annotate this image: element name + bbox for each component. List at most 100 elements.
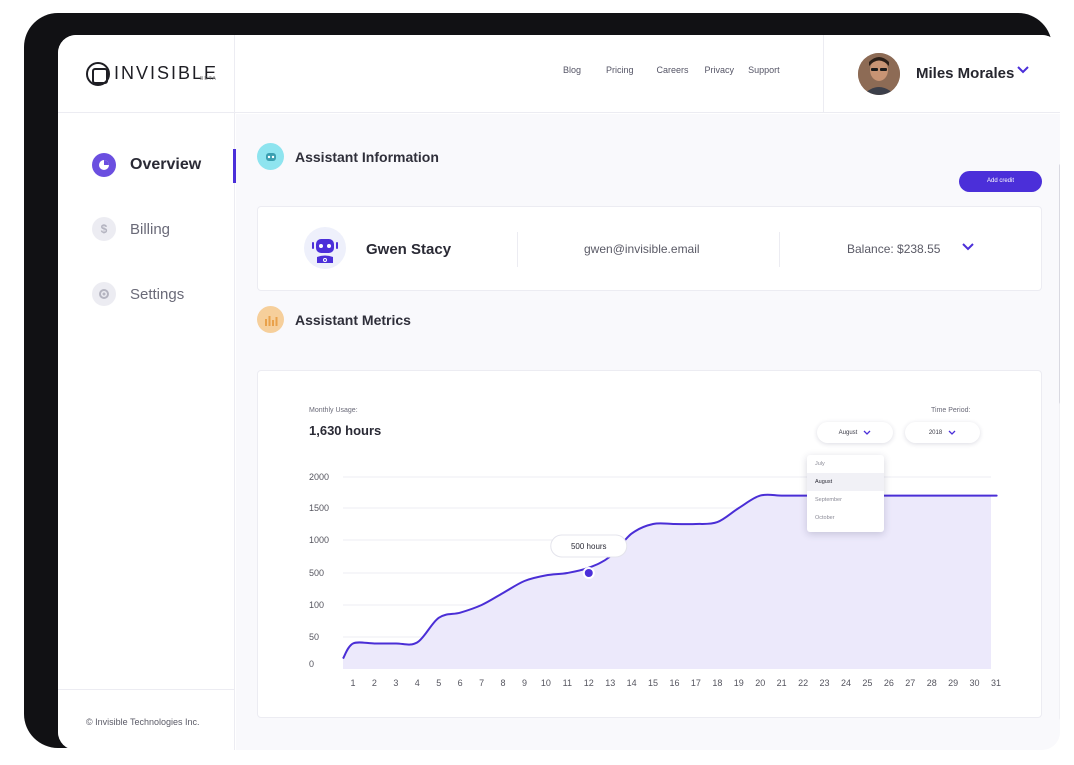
sidebar-item-overview[interactable]: Overview [92,153,201,177]
y-tick-label: 100 [309,600,324,610]
x-tick-label: 19 [734,678,744,688]
sidebar: Overview $ Billing Settings © In [58,113,236,750]
copyright-text: © Invisible Technologies Inc. [86,717,200,727]
scrollbar-track[interactable] [1059,164,1060,720]
logo-icon [86,62,110,86]
monthly-usage-value: 1,630 hours [309,423,382,438]
chevron-down-icon[interactable] [961,242,975,252]
month-dropdown-menu: July August September October [807,455,884,532]
main-content: Assistant Information Add credit [236,114,1060,750]
x-tick-label: 31 [991,678,1001,688]
x-tick-label: 27 [905,678,915,688]
sidebar-divider [58,689,235,690]
month-option-august[interactable]: August [807,473,884,491]
assistant-avatar-icon [304,227,346,269]
x-tick-label: 5 [436,678,441,688]
assistant-metrics-header: Assistant Metrics [257,306,411,333]
x-tick-label: 9 [522,678,527,688]
app-screen: INVISIBLE BETA Blog Pricing Careers Priv… [58,35,1060,750]
active-indicator [233,149,236,183]
year-select-value: 2018 [928,429,943,436]
x-tick-label: 12 [584,678,594,688]
card-divider [779,232,780,267]
nav-careers[interactable]: Careers [656,65,689,75]
x-tick-label: 26 [884,678,894,688]
x-tick-label: 3 [393,678,398,688]
metrics-card: Monthly Usage: 1,630 hours Time Period: … [257,370,1042,718]
x-tick-label: 16 [669,678,679,688]
sidebar-item-label: Settings [130,285,185,303]
x-tick-label: 22 [798,678,808,688]
device-frame: INVISIBLE BETA Blog Pricing Careers Priv… [24,13,1060,750]
bar-chart-icon [257,306,284,333]
x-tick-label: 20 [755,678,765,688]
monthly-usage-label: Monthly Usage: [309,407,358,414]
assistant-name: Gwen Stacy [366,241,452,258]
nav-pricing[interactable]: Pricing [606,65,634,75]
usage-line [342,493,998,660]
y-tick-label: 0 [309,659,314,669]
month-option-september[interactable]: September [815,497,842,503]
card-divider [517,232,518,267]
x-tick-label: 21 [777,678,787,688]
x-tick-label: 7 [479,678,484,688]
time-period-label: Time Period: [931,407,971,414]
nav-privacy[interactable]: Privacy [704,65,735,75]
brand-name[interactable]: INVISIBLE [114,63,219,83]
x-tick-label: 18 [712,678,722,688]
x-tick-label: 8 [501,678,506,688]
section-title: Assistant Metrics [295,311,411,328]
top-bar: INVISIBLE BETA Blog Pricing Careers Priv… [58,35,1060,113]
month-select-value: August [838,429,858,436]
x-tick-label: 1 [350,678,355,688]
usage-area [343,494,997,669]
year-select[interactable]: 2018 [905,422,980,443]
assistant-info-card: Gwen Stacy gwen@invisible.email Balance:… [257,206,1042,291]
avatar[interactable] [858,53,900,95]
y-tick-label: 50 [309,632,319,642]
month-option-july[interactable]: July [815,461,825,467]
x-tick-label: 2 [372,678,377,688]
tooltip-box [550,534,628,558]
robot-icon [257,143,284,170]
x-tick-label: 10 [541,678,551,688]
x-tick-label: 17 [691,678,701,688]
sidebar-item-label: Overview [130,156,202,173]
highlight-point [584,569,593,577]
header-divider [823,35,824,113]
sidebar-item-label: Billing [130,220,171,238]
y-tick-label: 2000 [309,472,329,482]
x-tick-label: 15 [648,678,658,688]
sidebar-item-billing[interactable]: $ Billing [92,217,170,241]
assistant-info-header: Assistant Information [257,143,439,170]
nav-blog[interactable]: Blog [563,65,582,75]
y-tick-label: 500 [309,568,324,578]
x-tick-label: 14 [627,678,637,688]
chevron-down-icon [863,430,871,435]
beta-badge: BETA [200,76,217,82]
tooltip-label: 500 hours [571,542,607,551]
gear-icon [92,282,116,306]
scrollbar-thumb[interactable] [1059,164,1060,404]
sidebar-item-settings[interactable]: Settings [92,282,184,306]
section-title: Assistant Information [295,148,439,165]
add-credit-button[interactable]: Add credit [959,171,1042,192]
dollar-icon: $ [92,217,116,241]
x-tick-label: 25 [862,678,872,688]
chevron-down-icon[interactable] [1016,65,1030,75]
x-tick-label: 6 [458,678,463,688]
month-select[interactable]: August [817,422,893,443]
x-tick-label: 24 [841,678,851,688]
x-tick-label: 11 [563,678,572,688]
user-name[interactable]: Miles Morales [916,65,1015,82]
x-tick-label: 30 [970,678,980,688]
chevron-down-icon [948,430,956,435]
month-option-october[interactable]: October [815,515,835,521]
nav-support[interactable]: Support [748,65,780,75]
x-tick-label: 23 [820,678,830,688]
x-tick-label: 29 [948,678,958,688]
y-tick-label: 1500 [309,503,329,513]
y-tick-label: 1000 [309,535,329,545]
x-tick-label: 28 [927,678,937,688]
